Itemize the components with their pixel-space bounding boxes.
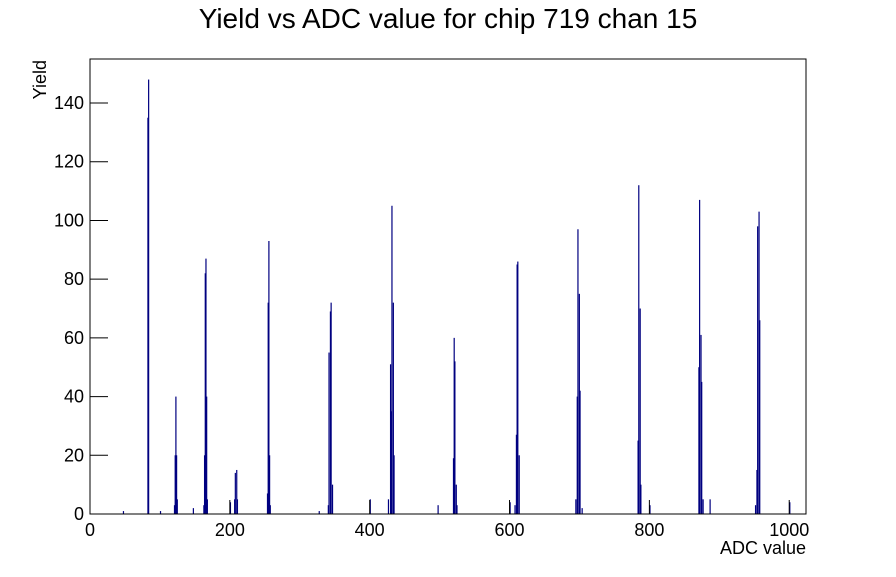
bar	[649, 505, 651, 514]
y-tick-label: 140	[54, 93, 84, 113]
bar	[175, 396, 177, 514]
bar	[701, 381, 703, 514]
bar	[455, 484, 457, 514]
y-tick-label: 20	[64, 445, 84, 465]
bar	[437, 505, 439, 514]
x-tick-label: 600	[495, 520, 525, 540]
bar	[509, 502, 511, 514]
bar	[205, 258, 207, 514]
bar	[387, 499, 390, 514]
bar	[709, 499, 711, 514]
bar	[192, 508, 194, 514]
bar	[700, 334, 702, 514]
bar	[515, 434, 518, 514]
bar	[328, 352, 330, 514]
bar	[452, 458, 455, 514]
y-axis-label: Yield	[30, 60, 50, 99]
y-tick-label: 80	[64, 269, 84, 289]
bar	[640, 484, 642, 514]
bar	[577, 229, 579, 515]
bar	[517, 261, 519, 514]
bar	[389, 364, 392, 514]
y-tick-label: 100	[54, 210, 84, 230]
bar	[122, 511, 125, 514]
bar	[176, 499, 178, 514]
bar	[757, 226, 759, 515]
bar	[318, 511, 320, 514]
y-tick-label: 0	[74, 504, 84, 524]
bar	[639, 308, 641, 514]
bar	[331, 484, 334, 514]
bar	[266, 493, 269, 514]
bar	[269, 505, 271, 514]
bar	[637, 440, 639, 514]
bar	[756, 469, 758, 514]
bar	[269, 455, 271, 514]
bar	[176, 455, 178, 514]
bar	[453, 337, 455, 514]
bar	[329, 311, 332, 514]
bar	[514, 505, 516, 514]
plot-frame	[89, 58, 807, 515]
x-tick-label: 200	[215, 520, 245, 540]
bar	[576, 396, 578, 514]
bar	[789, 502, 791, 514]
bar	[327, 505, 329, 514]
bar	[579, 390, 581, 514]
bar	[454, 361, 456, 514]
bar	[267, 302, 269, 514]
bar	[638, 185, 640, 514]
bar	[206, 499, 208, 514]
bar	[203, 505, 205, 514]
bar	[330, 302, 332, 514]
bar	[229, 502, 232, 514]
x-axis-label: ADC value	[720, 538, 806, 558]
bar	[234, 472, 236, 514]
bar	[148, 79, 150, 514]
bar	[147, 117, 149, 514]
bar	[236, 499, 239, 514]
bar	[174, 455, 176, 514]
bar	[699, 199, 701, 514]
bar	[390, 411, 392, 514]
bar	[578, 293, 580, 514]
bar	[204, 273, 206, 514]
x-tick-label: 800	[634, 520, 664, 540]
y-tick-label: 40	[64, 387, 84, 407]
bar	[575, 499, 577, 514]
bar	[206, 396, 208, 514]
bar	[391, 205, 393, 514]
bar	[698, 367, 700, 514]
bar	[234, 499, 236, 514]
bar	[581, 508, 583, 514]
bar	[702, 499, 704, 514]
bar	[159, 511, 162, 514]
bar	[754, 505, 757, 514]
x-tick-label: 1000	[769, 520, 809, 540]
bar	[236, 469, 238, 514]
y-tick-label: 60	[64, 328, 84, 348]
bar	[758, 211, 760, 515]
chart-title: Yield vs ADC value for chip 719 chan 15	[199, 3, 698, 34]
bar	[203, 455, 206, 514]
bar	[392, 302, 394, 514]
bar	[456, 505, 458, 514]
x-tick-label: 0	[85, 520, 95, 540]
bar	[518, 455, 520, 514]
bar	[268, 241, 270, 514]
bar	[393, 455, 395, 514]
bar	[759, 320, 761, 514]
y-tick-label: 120	[54, 152, 84, 172]
bar	[173, 505, 176, 514]
x-tick-label: 400	[355, 520, 385, 540]
bar	[516, 264, 518, 514]
bar	[369, 499, 371, 514]
